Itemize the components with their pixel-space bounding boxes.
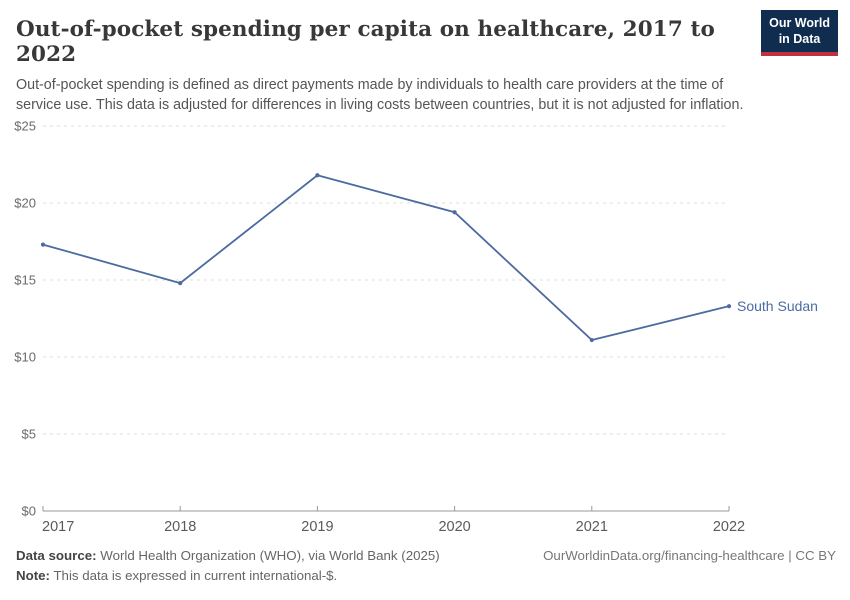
- y-tick-label: $20: [14, 196, 36, 211]
- data-point: [40, 242, 46, 247]
- credit-link: OurWorldinData.org/financing-healthcare …: [543, 548, 836, 563]
- note-line: Note: This data is expressed in current …: [16, 566, 836, 586]
- x-tick-label: 2017: [42, 519, 74, 535]
- chart-header: Out-of-pocket spending per capita on hea…: [0, 0, 850, 115]
- owid-logo: Our World in Data: [761, 10, 838, 57]
- note-label: Note:: [16, 568, 50, 583]
- y-tick-label: $5: [22, 427, 36, 442]
- chart-footer: Data source: World Health Organization (…: [16, 546, 836, 586]
- data-point: [726, 304, 732, 309]
- y-tick-label: $10: [14, 350, 36, 365]
- owid-logo-line1: Our World: [769, 16, 830, 30]
- y-tick-label: $25: [14, 119, 36, 134]
- x-tick-label: 2022: [713, 519, 745, 535]
- data-point: [178, 280, 183, 286]
- x-tick-label: 2021: [576, 519, 608, 535]
- y-tick-label: $15: [14, 273, 36, 288]
- chart-title: Out-of-pocket spending per capita on hea…: [16, 17, 715, 67]
- line-chart: $0 $5 $10 $15 $20 $25 2017 2018 2019 2020 2021 2022…: [14, 119, 818, 536]
- owid-logo-line2: in Data: [778, 31, 821, 46]
- chart-subtitle: Out-of-pocket spending is defined as dir…: [16, 77, 744, 113]
- datasource-text: World Health Organization (WHO), via Wor…: [96, 548, 440, 563]
- data-point: [315, 173, 320, 178]
- x-tick-label: 2020: [438, 519, 470, 535]
- series-label: South Sudan: [737, 298, 818, 314]
- data-point: [589, 337, 594, 343]
- x-tick-label: 2019: [301, 519, 333, 535]
- y-tick-label: $0: [22, 504, 36, 519]
- line-series: [42, 174, 730, 342]
- datasource-line: Data source: World Health Organization (…: [16, 546, 836, 566]
- datasource-label: Data source:: [16, 548, 97, 563]
- x-tick-label: 2018: [164, 519, 196, 535]
- data-point: [452, 210, 457, 215]
- note-text: This data is expressed in current intern…: [49, 568, 338, 583]
